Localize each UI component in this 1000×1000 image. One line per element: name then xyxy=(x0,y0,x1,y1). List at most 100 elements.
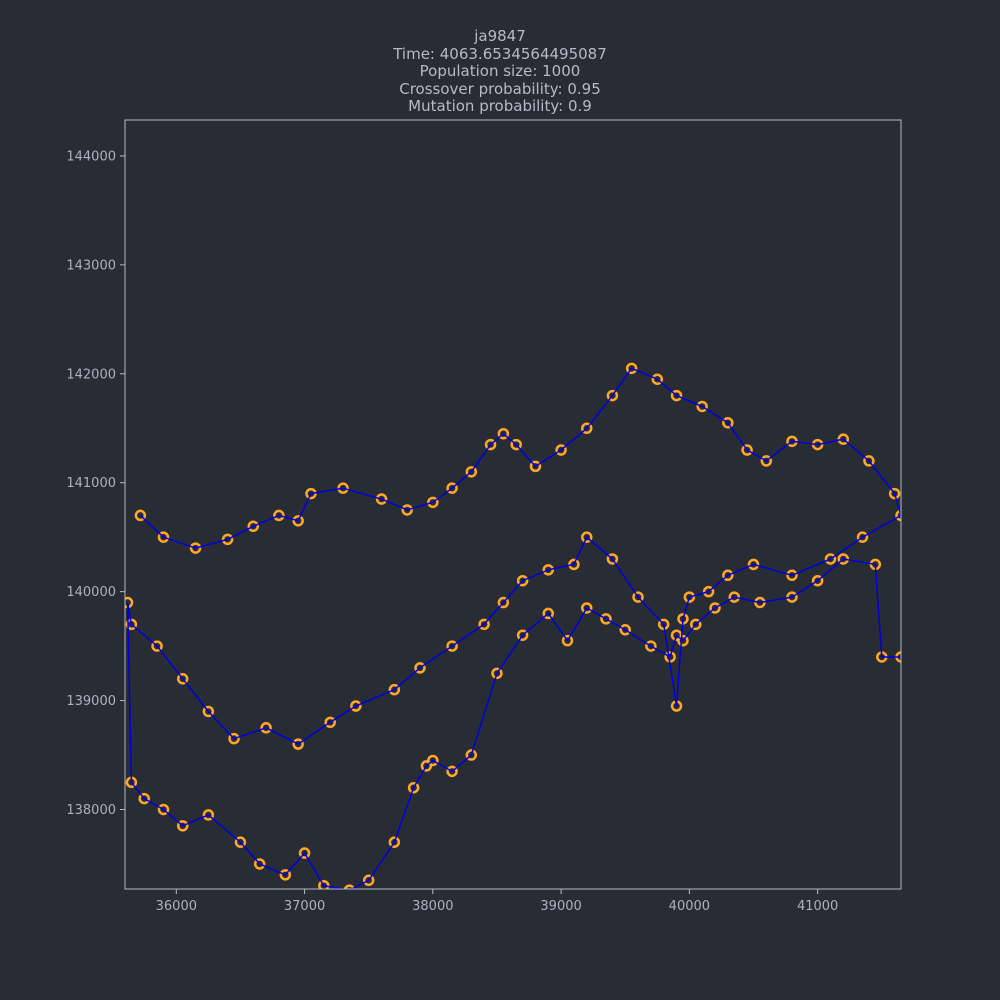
plot-area xyxy=(125,362,901,889)
city-marker xyxy=(619,624,631,636)
city-marker xyxy=(497,427,510,440)
city-marker xyxy=(510,438,522,451)
chart-title-crossover: Crossover probability: 0.95 xyxy=(399,79,601,98)
city-marker xyxy=(298,847,311,859)
city-marker xyxy=(484,438,497,451)
city-marker xyxy=(465,466,478,478)
city-marker xyxy=(561,634,574,647)
city-marker xyxy=(362,874,375,887)
city-marker xyxy=(260,722,272,734)
x-tick-label: 39000 xyxy=(540,899,581,914)
city-marker xyxy=(337,482,349,494)
city-marker xyxy=(375,493,388,505)
city-marker xyxy=(728,591,741,603)
city-marker xyxy=(542,607,555,620)
city-marker xyxy=(760,455,773,467)
city-marker xyxy=(824,553,837,565)
chart-title-mutation: Mutation probability: 0.9 xyxy=(408,97,592,115)
chart-title-name: ja9847 xyxy=(474,27,526,45)
axes-frame xyxy=(124,119,902,890)
city-marker xyxy=(747,558,760,571)
city-marker xyxy=(292,515,304,527)
x-tick-label: 36000 xyxy=(156,899,197,914)
city-marker xyxy=(324,716,336,729)
city-marker xyxy=(888,487,901,500)
city-marker xyxy=(702,585,715,598)
city-marker xyxy=(247,520,260,533)
chart-title-time: Time: 4063.6534564495087 xyxy=(393,44,607,63)
city-marker xyxy=(427,754,439,767)
city-marker xyxy=(151,640,163,652)
city-marker xyxy=(516,629,529,641)
city-marker xyxy=(811,574,824,587)
x-tick-label: 38000 xyxy=(412,899,453,914)
city-marker xyxy=(555,444,567,456)
city-marker xyxy=(497,596,510,609)
city-marker xyxy=(427,496,439,509)
city-marker xyxy=(606,389,619,402)
city-marker xyxy=(414,662,426,674)
route-line xyxy=(126,367,901,889)
city-marker xyxy=(581,531,593,543)
city-marker xyxy=(157,531,170,543)
city-marker xyxy=(221,533,234,546)
city-marker xyxy=(606,553,619,565)
city-marker xyxy=(645,640,657,652)
city-marker xyxy=(202,809,215,821)
y-tick-label: 144000 xyxy=(66,149,116,164)
y-tick-label: 142000 xyxy=(66,367,116,382)
city-marker xyxy=(863,455,875,467)
city-marker xyxy=(407,781,420,794)
city-marker xyxy=(253,858,266,870)
city-marker xyxy=(305,487,317,500)
city-marker xyxy=(696,400,708,413)
x-tick-label: 37000 xyxy=(284,899,325,914)
city-marker xyxy=(837,433,850,445)
city-marker xyxy=(670,389,683,402)
x-tick-label: 40000 xyxy=(669,899,710,914)
y-tick-label: 139000 xyxy=(66,694,116,709)
city-marker xyxy=(234,836,247,848)
y-tick-label: 141000 xyxy=(66,476,116,491)
city-marker xyxy=(683,591,696,603)
city-marker xyxy=(343,884,356,889)
city-marker xyxy=(202,705,215,718)
city-marker xyxy=(625,362,638,375)
city-marker xyxy=(273,509,285,522)
city-marker xyxy=(279,869,292,881)
city-marker xyxy=(228,732,240,745)
city-marker xyxy=(465,749,478,761)
y-tick-label: 138000 xyxy=(66,803,116,818)
city-marker xyxy=(157,803,170,816)
city-marker xyxy=(690,618,702,631)
y-tick-label: 143000 xyxy=(66,258,116,273)
city-marker xyxy=(446,482,458,494)
city-marker xyxy=(125,618,138,631)
city-marker xyxy=(388,836,401,848)
city-marker xyxy=(895,509,901,522)
city-marker xyxy=(189,542,202,554)
city-marker xyxy=(632,591,644,603)
city-marker xyxy=(600,613,612,625)
chart-title-population: Population size: 1000 xyxy=(419,62,581,80)
city-marker xyxy=(709,602,721,614)
city-marker xyxy=(722,569,734,582)
city-marker xyxy=(786,569,798,582)
city-marker xyxy=(176,673,189,685)
city-marker xyxy=(401,504,413,516)
city-marker xyxy=(292,738,304,750)
city-marker xyxy=(446,640,458,652)
city-marker xyxy=(478,618,490,631)
city-marker xyxy=(138,792,150,805)
x-tick-label: 41000 xyxy=(797,899,838,914)
city-marker xyxy=(516,574,529,587)
city-marker xyxy=(856,531,869,543)
x-axis: 36000 37000 38000 39000 40000 41000 xyxy=(156,889,838,914)
city-marker xyxy=(350,700,362,712)
city-marker xyxy=(677,634,689,647)
y-tick-label: 140000 xyxy=(66,585,116,600)
city-marker xyxy=(722,417,734,429)
city-marker xyxy=(446,765,458,778)
city-marker xyxy=(786,591,798,603)
